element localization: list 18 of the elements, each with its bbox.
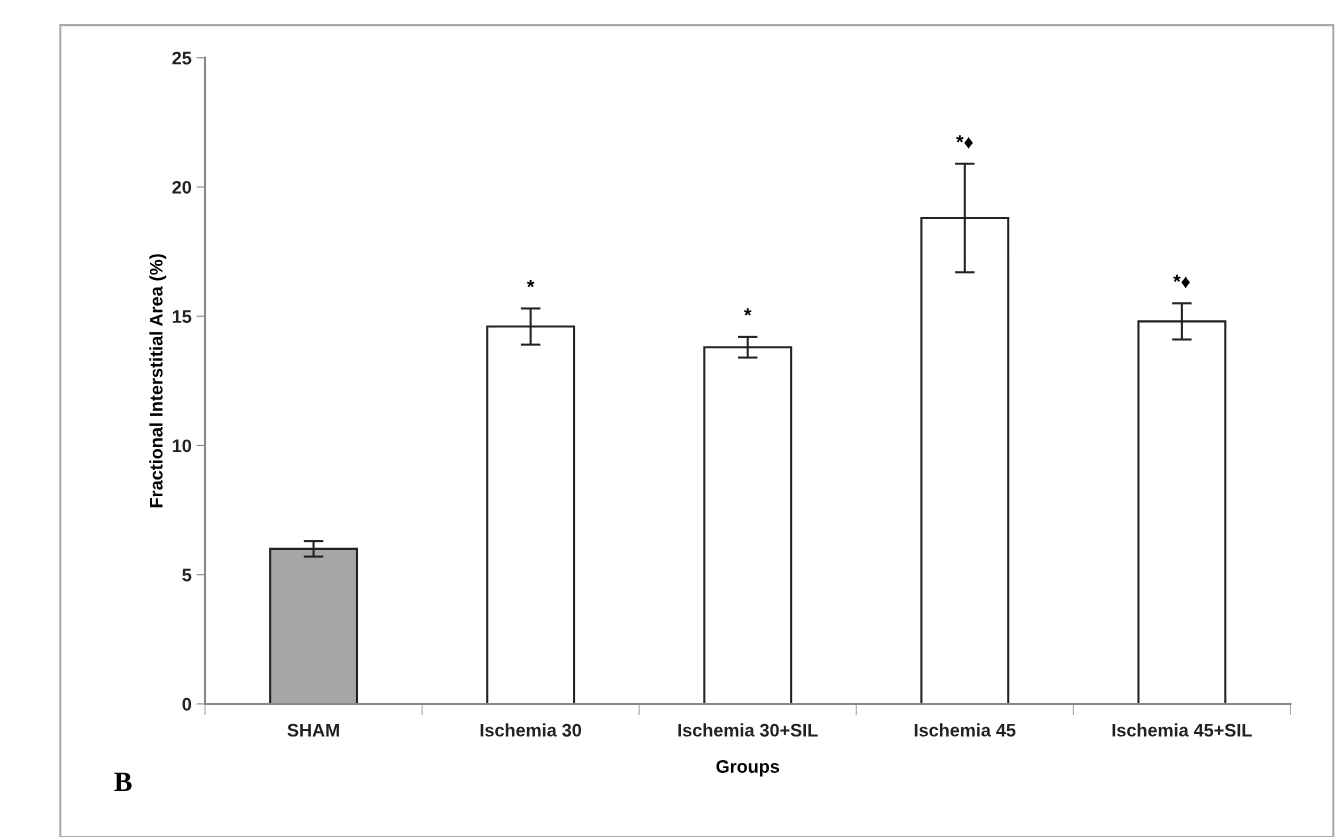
annotation: *♦ xyxy=(956,135,973,149)
y-tick-label: 10 xyxy=(172,439,192,453)
y-axis-title: Fractional Interstitial Area (%) xyxy=(149,254,167,508)
x-axis-title: Groups xyxy=(716,760,780,777)
x-tick-label: SHAM xyxy=(287,723,339,737)
annotation: * xyxy=(526,279,535,288)
x-tick-label: Ischemia 30 xyxy=(480,723,582,737)
annotation: *♦ xyxy=(1173,274,1190,289)
text: B xyxy=(114,772,132,792)
y-tick-label: 20 xyxy=(172,180,192,194)
annotation: * xyxy=(743,308,752,316)
x-tick-label: Ischemia 45+SIL xyxy=(1112,723,1252,737)
y-tick-label: 15 xyxy=(172,310,192,323)
x-tick-label: Ischemia 30+SIL xyxy=(678,723,818,737)
y-tick-label: 5 xyxy=(182,568,192,582)
x-tick-label: Ischemia 45 xyxy=(914,723,1016,737)
y-tick-label: 0 xyxy=(182,697,192,711)
y-tick-label: 25 xyxy=(172,51,192,65)
